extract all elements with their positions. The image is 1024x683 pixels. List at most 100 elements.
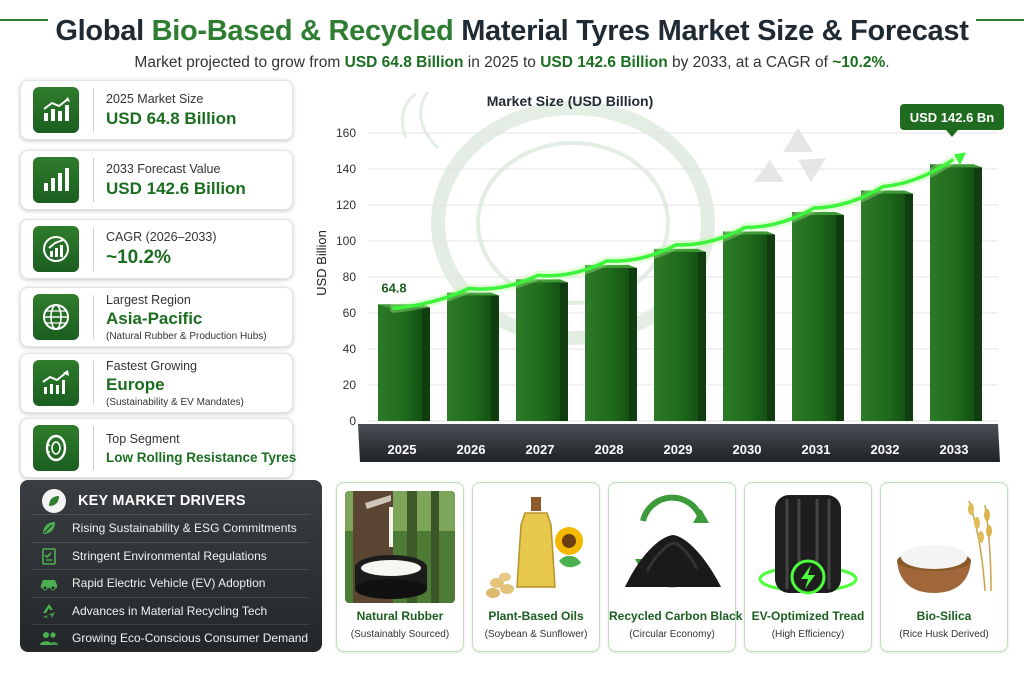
x-tick-label: 2033	[940, 442, 969, 457]
stat-value: USD 142.6 Billion	[106, 178, 246, 198]
stat-label: Top Segment	[106, 431, 180, 446]
bar-side	[422, 307, 430, 421]
bar-side	[974, 167, 982, 421]
bar-side	[560, 282, 568, 421]
stat-card-2033: 2033 Forecast Value USD 142.6 Billion	[20, 150, 293, 210]
title-highlight: Bio-Based & Recycled	[151, 14, 454, 47]
material-sub: (Soybean & Sunflower)	[484, 629, 588, 640]
y-tick-label: 140	[336, 162, 356, 176]
page-subtitle: Market projected to grow from USD 64.8 B…	[0, 54, 1024, 72]
bar	[378, 304, 422, 421]
bar-chart-icon	[33, 157, 79, 203]
driver-item: Rapid Electric Vehicle (EV) Adoption	[32, 569, 310, 597]
background-tyre-illustration	[400, 91, 715, 345]
rubber-tap-icon	[345, 491, 455, 603]
bar	[930, 164, 974, 421]
drivers-title: KEY MARKET DRIVERS	[78, 493, 246, 509]
stat-label: 2025 Market Size	[106, 91, 204, 106]
bar	[654, 248, 698, 421]
subtitle-value-2025: USD 64.8 Billion	[344, 54, 464, 71]
leaf-icon	[38, 517, 60, 539]
stat-value: Europe	[106, 374, 165, 394]
y-tick-label: 0	[349, 414, 356, 428]
trend-arrow-head	[954, 152, 966, 166]
y-tick-label: 20	[343, 378, 357, 392]
stat-label: 2033 Forecast Value	[106, 161, 221, 176]
material-sub: (Circular Economy)	[629, 629, 715, 640]
stat-card-largest-region: Largest Region Asia-Pacific (Natural Rub…	[20, 287, 293, 347]
tyre-icon	[33, 425, 79, 471]
callout-box	[900, 104, 1004, 130]
page-title: Global Bio-Based & Recycled Material Tyr…	[0, 12, 1024, 50]
bar	[723, 231, 767, 421]
y-tick-label: 80	[343, 270, 357, 284]
title-part-2: Material Tyres Market Size & Forecast	[453, 14, 969, 47]
y-tick-label: 120	[336, 198, 356, 212]
carbon-pile-icon	[617, 491, 727, 603]
x-tick-label: 2032	[871, 442, 900, 457]
stat-note: (Sustainability & EV Mandates)	[106, 396, 244, 408]
x-tick-label: 2026	[457, 442, 486, 457]
growth-chart-icon	[33, 87, 79, 133]
stat-value: USD 64.8 Billion	[106, 108, 237, 128]
title-rule-right	[976, 19, 1024, 21]
bar-side	[629, 267, 637, 421]
driver-item: Advances in Material Recycling Tech	[32, 596, 310, 625]
bar-side	[698, 251, 706, 421]
background-recycle-icon	[754, 128, 826, 182]
x-tick-label: 2027	[526, 442, 555, 457]
material-sub: (High Efficiency)	[771, 629, 845, 640]
checklist-icon	[38, 545, 60, 567]
x-tick-label: 2031	[802, 442, 831, 457]
subtitle-text-1: Market projected to grow from	[134, 54, 345, 71]
recycle-icon	[38, 600, 60, 622]
bar	[792, 212, 836, 421]
stat-value: Asia-Pacific	[106, 308, 203, 328]
subtitle-text-3: by 2033, at a CAGR of	[667, 54, 833, 71]
stat-value: Low Rolling Resistance Tyres	[106, 449, 297, 465]
y-axis-label: USD Billion	[314, 230, 329, 296]
bar-side	[767, 234, 775, 421]
stat-note: (Natural Rubber & Production Hubs)	[106, 330, 267, 342]
driver-label: Rapid Electric Vehicle (EV) Adoption	[72, 576, 266, 591]
subtitle-cagr: ~10.2%	[832, 54, 886, 71]
bar-side	[836, 215, 844, 421]
bar-side	[491, 295, 499, 421]
leaf-badge-icon	[42, 489, 66, 513]
bar	[861, 190, 905, 421]
trend-line	[392, 158, 954, 311]
stat-card-top-segment: Top Segment Low Rolling Resistance Tyres	[20, 418, 297, 478]
bar-side	[905, 193, 913, 421]
y-tick-label: 60	[343, 306, 357, 320]
callout-pointer	[946, 130, 958, 137]
driver-label: Rising Sustainability & ESG Commitments	[72, 521, 297, 536]
material-name: EV-Optimized Tread	[751, 609, 865, 623]
driver-label: Stringent Environmental Regulations	[72, 548, 267, 563]
material-sub: (Rice Husk Derived)	[899, 629, 989, 640]
material-name: Plant-Based Oils	[488, 609, 584, 623]
y-tick-label: 160	[336, 126, 356, 140]
stat-label: Fastest Growing	[106, 358, 198, 373]
material-card-ev-tread: EV-Optimized Tread (High Efficiency)	[744, 482, 872, 652]
x-tick-label: 2025	[388, 442, 417, 457]
rising-chart-icon	[33, 360, 79, 406]
material-card-carbon-black: Recycled Carbon Black (Circular Economy)	[608, 482, 742, 652]
driver-item: Growing Eco-Conscious Consumer Demand	[32, 624, 310, 652]
driver-label: Growing Eco-Conscious Consumer Demand	[72, 631, 309, 646]
bar	[516, 279, 560, 421]
people-icon	[38, 627, 60, 649]
x-tick-label: 2029	[664, 442, 693, 457]
title-rule-left	[0, 19, 48, 21]
stat-label: Largest Region	[106, 292, 191, 307]
material-card-plant-oils: Plant-Based Oils (Soybean & Sunflower)	[472, 482, 600, 652]
data-label-last: USD 142.6 Bn	[910, 110, 995, 125]
bar	[447, 292, 491, 421]
stat-card-fastest-growing: Fastest Growing Europe (Sustainability &…	[20, 353, 293, 413]
stat-card-cagr: CAGR (2026–2033) ~10.2%	[20, 219, 293, 279]
subtitle-value-2033: USD 142.6 Billion	[540, 54, 668, 71]
x-tick-label: 2030	[733, 442, 762, 457]
material-sub: (Sustainably Sourced)	[350, 629, 450, 640]
market-size-chart: Market Size (USD Billion) USD Billion 0 2…	[314, 91, 1004, 462]
subtitle-text-2: in 2025 to	[463, 54, 541, 71]
subtitle-text-4: .	[885, 54, 890, 71]
